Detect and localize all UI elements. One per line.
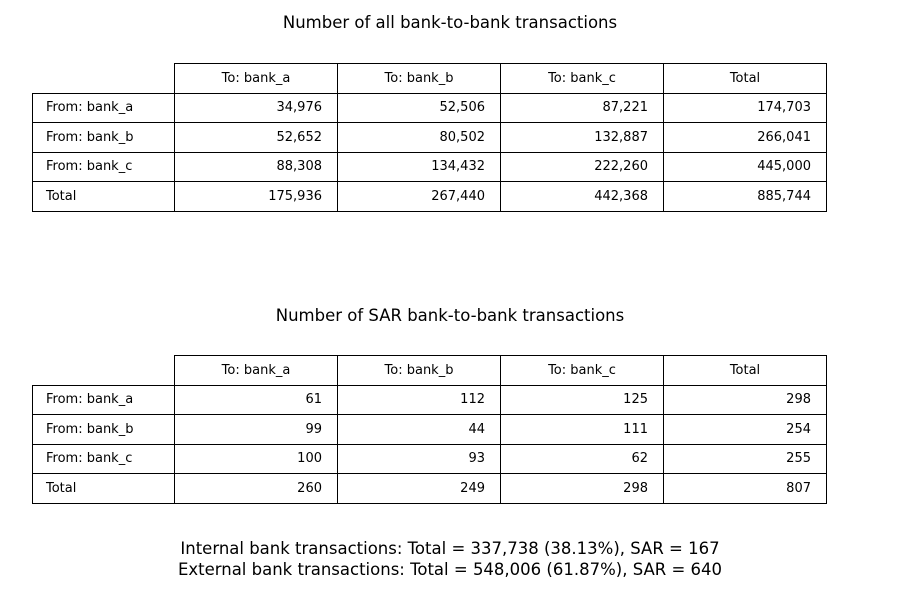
table-cell: 267,440 [337, 181, 501, 212]
table-cell: 88,308 [174, 151, 338, 182]
column-header: To: bank_a [174, 63, 338, 94]
table-corner-blank [33, 64, 175, 94]
table-cell: 80,502 [337, 122, 501, 153]
table-cell: 87,221 [500, 92, 664, 123]
table-cell: 111 [500, 414, 664, 445]
table-all-transactions: To: bank_a To: bank_b To: bank_c Total From:… [32, 63, 827, 212]
column-header: Total [663, 355, 827, 386]
table-cell: 132,887 [500, 122, 664, 153]
table-cell: 93 [337, 443, 501, 474]
table-cell: 99 [174, 414, 338, 445]
table-sar-transactions: To: bank_a To: bank_b To: bank_c Total From:… [32, 355, 827, 504]
table-row: From: bank_b 99 44 111 254 [32, 414, 827, 445]
row-header: From: bank_b [32, 414, 175, 445]
table-row: From: bank_a 34,976 52,506 87,221 174,703 [32, 92, 827, 123]
table-cell: 175,936 [174, 181, 338, 212]
column-header: To: bank_b [337, 355, 501, 386]
column-header: To: bank_a [174, 355, 338, 386]
table-cell: 52,506 [337, 92, 501, 123]
table-cell: 885,744 [663, 181, 827, 212]
table-cell: 112 [337, 384, 501, 415]
table-row: Total 260 249 298 807 [32, 473, 827, 504]
table-row: From: bank_c 100 93 62 255 [32, 443, 827, 474]
row-header: Total [32, 473, 175, 504]
table-all-title: Number of all bank-to-bank transactions [282, 13, 618, 32]
table-cell: 807 [663, 473, 827, 504]
table-cell: 445,000 [663, 151, 827, 182]
table-row: Total 175,936 267,440 442,368 885,744 [32, 181, 827, 212]
table-cell: 298 [663, 384, 827, 415]
table-cell: 249 [337, 473, 501, 504]
row-header: From: bank_a [32, 384, 175, 415]
column-header: To: bank_b [337, 63, 501, 94]
table-header-row: To: bank_a To: bank_b To: bank_c Total [33, 63, 827, 94]
table-row: From: bank_a 61 112 125 298 [32, 384, 827, 415]
row-header: From: bank_b [32, 122, 175, 153]
table-cell: 125 [500, 384, 664, 415]
table-row: From: bank_b 52,652 80,502 132,887 266,041 [32, 122, 827, 153]
column-header: To: bank_c [500, 63, 664, 94]
table-cell: 34,976 [174, 92, 338, 123]
table-cell: 298 [500, 473, 664, 504]
table-cell: 44 [337, 414, 501, 445]
table-cell: 254 [663, 414, 827, 445]
row-header: Total [32, 181, 175, 212]
table-row: From: bank_c 88,308 134,432 222,260 445,000 [32, 151, 827, 182]
column-header: To: bank_c [500, 355, 664, 386]
table-sar-title: Number of SAR bank-to-bank transactions [275, 306, 625, 325]
table-cell: 260 [174, 473, 338, 504]
table-cell: 52,652 [174, 122, 338, 153]
table-cell: 222,260 [500, 151, 664, 182]
row-header: From: bank_c [32, 151, 175, 182]
table-cell: 255 [663, 443, 827, 474]
column-header: Total [663, 63, 827, 94]
table-corner-blank [33, 356, 175, 386]
table-cell: 62 [500, 443, 664, 474]
table-cell: 266,041 [663, 122, 827, 153]
table-cell: 442,368 [500, 181, 664, 212]
footer-external-summary: External bank transactions: Total = 548,… [177, 560, 723, 579]
table-cell: 61 [174, 384, 338, 415]
row-header: From: bank_a [32, 92, 175, 123]
table-cell: 100 [174, 443, 338, 474]
table-cell: 134,432 [337, 151, 501, 182]
footer-internal-summary: Internal bank transactions: Total = 337,… [180, 539, 720, 558]
table-header-row: To: bank_a To: bank_b To: bank_c Total [33, 355, 827, 386]
table-cell: 174,703 [663, 92, 827, 123]
row-header: From: bank_c [32, 443, 175, 474]
